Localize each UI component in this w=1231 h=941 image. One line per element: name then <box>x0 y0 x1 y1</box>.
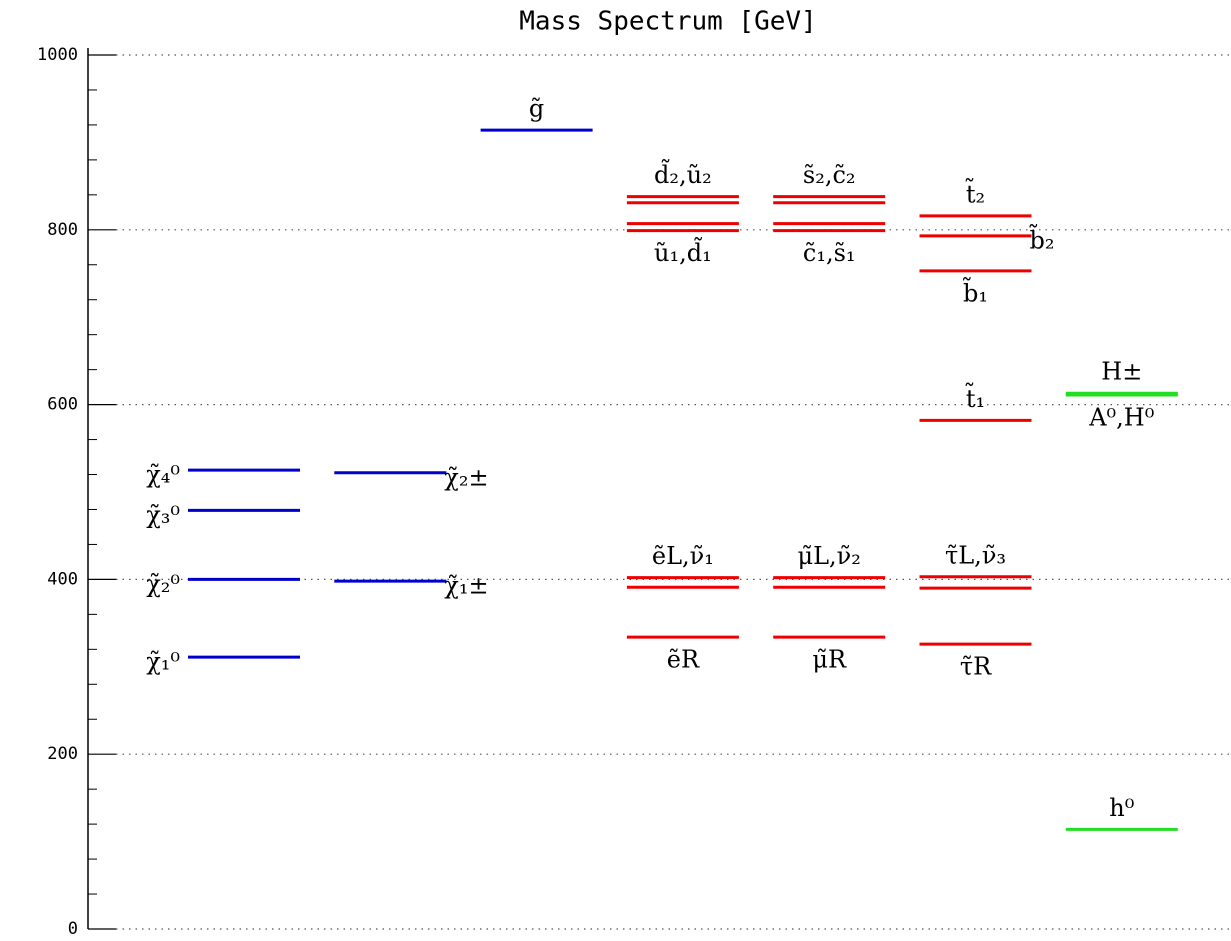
y-tick-label: 600 <box>47 395 78 415</box>
particle-label: g̃ <box>529 95 544 123</box>
y-tick-label: 400 <box>47 569 78 589</box>
particle-label: ẽL,ν̃₁ <box>652 542 714 570</box>
particle-label: μ̃R <box>812 646 847 674</box>
particle-label: c̃₁,s̃₁ <box>803 239 856 267</box>
particle-label: b̃₂ <box>1029 223 1054 254</box>
particle-label: ũ₁,d̃₁ <box>654 236 712 267</box>
y-tick-label: 0 <box>68 919 78 939</box>
particle-label: τ̃R <box>960 653 992 681</box>
chart-title: Mass Spectrum [GeV] <box>519 7 816 37</box>
particle-label: H± <box>1101 358 1142 386</box>
y-tick-label: 1000 <box>37 45 78 65</box>
particle-label: μ̃L,ν̃₂ <box>798 542 861 570</box>
y-tick-label: 800 <box>47 220 78 240</box>
particle-label: ẽR <box>667 646 700 674</box>
particle-label: d̃₂,ũ₂ <box>654 158 712 189</box>
particle-label: t̃₁ <box>966 382 986 413</box>
particle-label: χ̃₂± <box>444 463 488 491</box>
y-tick-label: 200 <box>47 744 78 764</box>
particle-label: χ̃₁± <box>444 572 488 600</box>
particle-label: s̃₂,c̃₂ <box>803 161 856 189</box>
particle-label: b̃₁ <box>963 276 988 307</box>
particle-label: A⁰,H⁰ <box>1088 403 1154 431</box>
particle-label: χ̃₁⁰ <box>146 648 180 676</box>
particle-label: t̃₂ <box>966 177 986 208</box>
particle-label: χ̃₄⁰ <box>146 461 180 489</box>
particle-label: h⁰ <box>1109 794 1134 822</box>
particle-label: χ̃₂⁰ <box>146 570 180 598</box>
particle-label: χ̃₃⁰ <box>146 501 180 529</box>
particle-label: τ̃L,ν̃₃ <box>945 541 1006 569</box>
